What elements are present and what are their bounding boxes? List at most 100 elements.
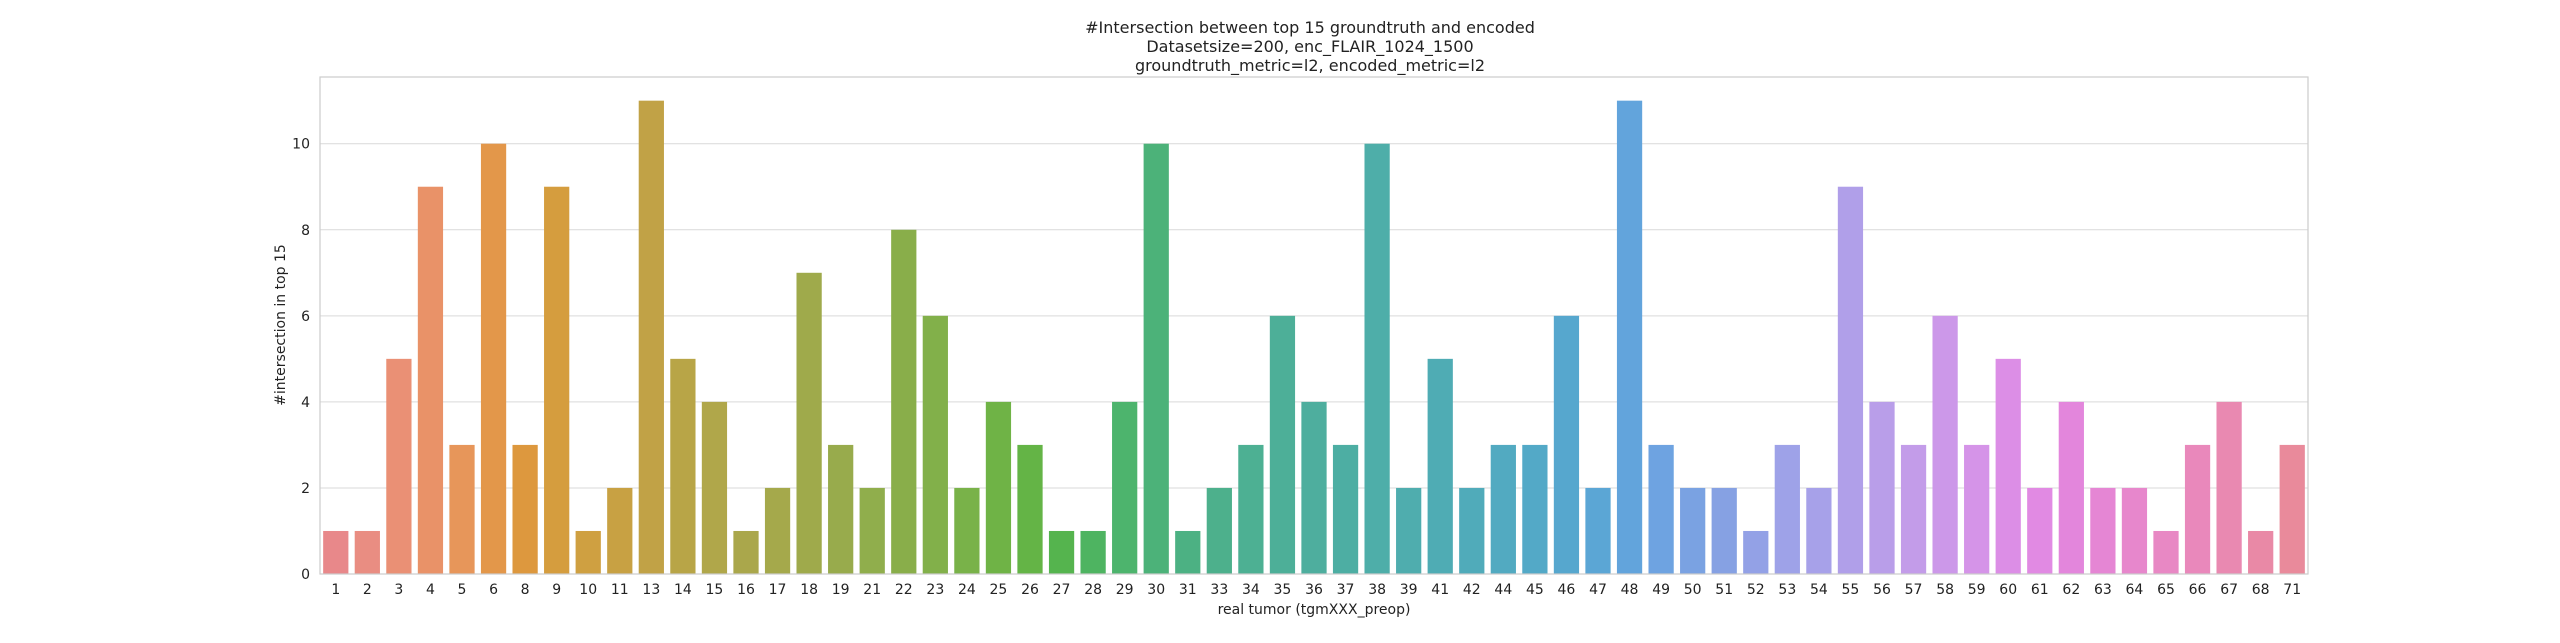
- x-tick-label: 56: [1873, 582, 1891, 598]
- bar-48: [1616, 100, 1643, 575]
- x-tick-label: 27: [1053, 582, 1071, 598]
- bar-55: [1837, 186, 1864, 574]
- bar-57: [1900, 444, 1927, 574]
- x-tick-label: 44: [1494, 582, 1512, 598]
- x-tick-label: 25: [990, 582, 1008, 598]
- bar-15: [701, 401, 728, 574]
- y-tick-label: 0: [301, 567, 310, 583]
- x-tick-label: 37: [1337, 582, 1355, 598]
- x-tick-label: 42: [1463, 582, 1481, 598]
- x-tick-label: 28: [1084, 582, 1102, 598]
- x-tick-label: 17: [769, 582, 787, 598]
- x-tick-label: 64: [2126, 582, 2144, 598]
- bar-50: [1680, 487, 1706, 574]
- bar-27: [1048, 530, 1075, 574]
- x-tick-label: 1: [331, 582, 340, 598]
- bar-17: [764, 487, 791, 574]
- bar-63: [2090, 487, 2116, 574]
- bar-58: [1932, 315, 1958, 574]
- bar-24: [954, 487, 980, 574]
- x-tick-label: 55: [1842, 582, 1860, 598]
- bar-67: [2216, 401, 2242, 574]
- bar-25: [985, 401, 1012, 574]
- bar-8: [512, 444, 538, 574]
- bar-35: [1269, 315, 1296, 574]
- x-tick-label: 51: [1715, 582, 1733, 598]
- bar-3: [386, 358, 412, 574]
- bar-21: [859, 487, 885, 574]
- x-tick-label: 58: [1936, 582, 1954, 598]
- x-tick-labels: 1 2 3 4 5 6 8 9 10 11 13 14 15 16 17 18 19 21 22 23 24 25 26 27…: [331, 582, 2301, 598]
- x-tick-label: 18: [800, 582, 818, 598]
- bar-51: [1711, 487, 1737, 574]
- y-tick-labels: 0 2 4 6 8 10: [292, 137, 310, 583]
- bar-53: [1774, 444, 1800, 574]
- x-tick-label: 3: [394, 582, 403, 598]
- x-tick-label: 35: [1274, 582, 1292, 598]
- x-tick-label: 60: [1999, 582, 2017, 598]
- x-tick-label: 14: [674, 582, 692, 598]
- bar-16: [733, 530, 759, 574]
- x-tick-label: 23: [926, 582, 944, 598]
- plot-frame: [319, 76, 2309, 575]
- bar-34: [1238, 444, 1264, 574]
- y-tick-label: 4: [301, 395, 310, 411]
- bar-11: [607, 487, 633, 574]
- bar-42: [1459, 487, 1485, 574]
- x-tick-label: 29: [1116, 582, 1134, 598]
- x-tick-label: 16: [737, 582, 755, 598]
- x-tick-label: 31: [1179, 582, 1197, 598]
- x-tick-label: 34: [1242, 582, 1260, 598]
- x-tick-label: 71: [2283, 582, 2301, 598]
- bar-64: [2121, 487, 2148, 574]
- bar-23: [922, 315, 948, 574]
- bar-37: [1332, 444, 1359, 574]
- bar-13: [638, 100, 664, 575]
- x-tick-label: 59: [1968, 582, 1986, 598]
- bar-9: [544, 186, 570, 574]
- bar-30: [1143, 143, 1169, 575]
- x-tick-label: 15: [706, 582, 724, 598]
- x-tick-label: 13: [642, 582, 660, 598]
- x-tick-label: 61: [2031, 582, 2049, 598]
- x-axis-label: real tumor (tgmXXX_preop): [1218, 602, 1411, 618]
- x-tick-label: 36: [1305, 582, 1323, 598]
- bars: [323, 100, 2305, 575]
- bar-47: [1585, 487, 1611, 574]
- chart-title-line-3: groundtruth_metric=l2, encoded_metric=l2: [1135, 56, 1485, 76]
- x-tick-label: 22: [895, 582, 913, 598]
- bar-28: [1080, 530, 1106, 574]
- x-tick-label: 19: [832, 582, 850, 598]
- bar-44: [1490, 444, 1516, 574]
- bar-4: [417, 186, 444, 574]
- x-tick-label: 63: [2094, 582, 2112, 598]
- chart-title-line-2: Datasetsize=200, enc_FLAIR_1024_1500: [1146, 37, 1473, 57]
- x-tick-label: 46: [1558, 582, 1576, 598]
- bar-71: [2279, 444, 2305, 574]
- x-tick-label: 65: [2157, 582, 2175, 598]
- x-tick-label: 10: [579, 582, 597, 598]
- x-tick-label: 53: [1778, 582, 1796, 598]
- x-tick-label: 57: [1905, 582, 1923, 598]
- bar-22: [891, 229, 917, 574]
- x-tick-label: 45: [1526, 582, 1544, 598]
- bar-52: [1743, 530, 1769, 574]
- bar-14: [670, 358, 696, 574]
- bar-33: [1206, 487, 1232, 574]
- x-tick-label: 62: [2062, 582, 2080, 598]
- bar-18: [796, 272, 822, 574]
- bar-41: [1427, 358, 1453, 574]
- bar-19: [828, 444, 854, 574]
- bar-62: [2058, 401, 2084, 574]
- bar-59: [1964, 444, 1990, 574]
- bar-49: [1648, 444, 1674, 574]
- x-tick-label: 66: [2189, 582, 2207, 598]
- bar-36: [1301, 401, 1327, 574]
- x-tick-label: 33: [1210, 582, 1228, 598]
- x-tick-label: 50: [1684, 582, 1702, 598]
- bar-31: [1175, 530, 1201, 574]
- x-tick-label: 11: [611, 582, 629, 598]
- bar-29: [1112, 401, 1138, 574]
- bar-26: [1017, 444, 1043, 574]
